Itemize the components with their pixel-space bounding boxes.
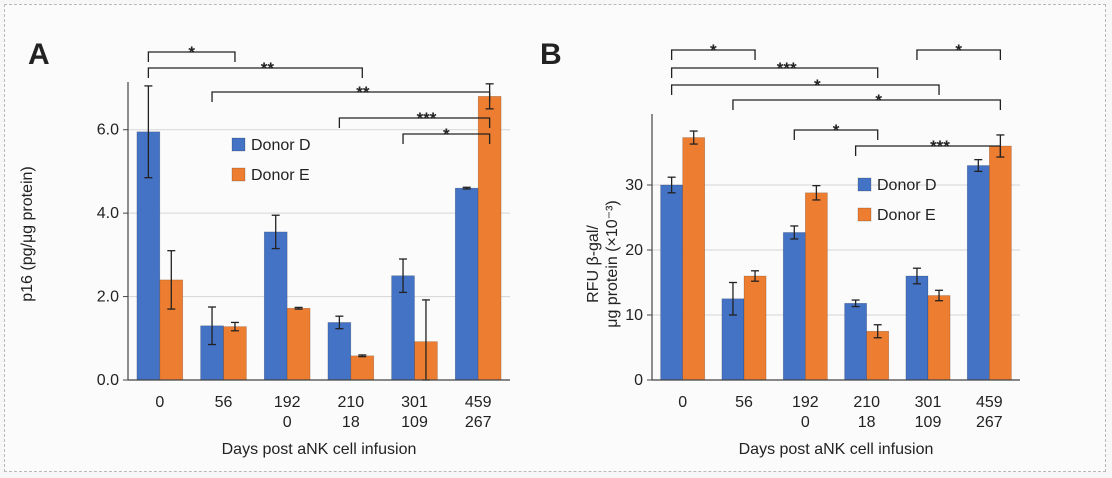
bar-donor-e — [743, 275, 767, 381]
y-axis-title: μg protein (×10⁻³) — [604, 200, 621, 328]
x-tick-label: 109 — [401, 414, 428, 431]
significance-bracket — [338, 117, 491, 128]
significance-stars: * — [814, 76, 821, 95]
significance-bracket — [211, 91, 491, 102]
legend-label: Donor E — [877, 207, 936, 224]
significance-bracket — [670, 84, 940, 95]
x-tick-label: 192 — [792, 394, 819, 411]
legend-label: Donor D — [251, 137, 311, 154]
x-tick-label: 192 — [274, 394, 301, 411]
y-tick-label: 0 — [634, 372, 643, 389]
legend-label: Donor E — [251, 167, 310, 184]
x-tick-label: 0 — [283, 414, 292, 431]
legend-swatch — [857, 207, 872, 222]
bar-donor-d — [782, 232, 806, 381]
x-tick-label: 0 — [801, 414, 810, 431]
significance-stars: * — [188, 43, 195, 62]
chart-panel-b: B 0 10 20 30 0 56 192 0 210 18 301 109 459 267 Days pos… — [540, 38, 1020, 458]
bar-donor-e — [805, 192, 828, 381]
y-tick-label: 0.0 — [97, 372, 119, 389]
x-tick-label: 56 — [215, 394, 233, 411]
x-tick-label: 459 — [465, 394, 492, 411]
significance-stars: *** — [930, 137, 950, 156]
significance-stars: ** — [356, 83, 370, 102]
bar-donor-d — [844, 302, 867, 381]
legend-swatch — [231, 137, 246, 152]
x-tick-label: 459 — [976, 394, 1003, 411]
x-tick-label: 210 — [853, 394, 880, 411]
x-tick-label: 267 — [976, 414, 1003, 431]
significance-bracket — [916, 49, 1002, 60]
significance-stars: * — [833, 121, 840, 140]
y-axis-title: p16 (pg/μg protein) — [19, 166, 36, 302]
significance-bracket — [732, 99, 1002, 110]
bar-donor-d — [966, 165, 990, 381]
y-tick-label: 10 — [625, 307, 643, 324]
figure-frame — [4, 4, 1106, 472]
x-tick-label: 0 — [678, 394, 687, 411]
bar-donor-e — [350, 355, 375, 381]
x-tick-label: 267 — [465, 414, 492, 431]
bar-donor-d — [660, 184, 683, 381]
bar-donor-e — [989, 145, 1012, 381]
x-tick-label: 18 — [858, 414, 876, 431]
panel-letter: B — [540, 38, 562, 71]
y-tick-label: 6.0 — [97, 122, 119, 139]
significance-stars: *** — [417, 109, 437, 128]
significance-bracket — [854, 145, 1002, 156]
legend-swatch — [231, 167, 246, 182]
bar-donor-d — [454, 187, 479, 381]
significance-bracket — [670, 67, 879, 78]
y-tick-label: 20 — [625, 242, 643, 259]
x-tick-label: 56 — [735, 394, 753, 411]
x-tick-label: 18 — [342, 414, 360, 431]
bar-donor-e — [223, 326, 247, 381]
significance-stars: * — [875, 91, 882, 110]
significance-stars: ** — [261, 59, 275, 78]
significance-bracket — [147, 67, 363, 78]
bar-donor-e — [866, 330, 890, 381]
legend-swatch — [857, 177, 872, 192]
x-tick-label: 109 — [915, 414, 942, 431]
significance-stars: *** — [777, 59, 797, 78]
bar-donor-d — [327, 322, 352, 381]
x-axis-title: Days post aNK cell infusion — [739, 441, 934, 458]
bar-donor-d — [905, 275, 929, 381]
x-axis-title: Days post aNK cell infusion — [222, 441, 417, 458]
y-tick-label: 30 — [625, 177, 643, 194]
y-tick-label: 4.0 — [97, 205, 119, 222]
significance-stars: * — [710, 41, 717, 60]
y-axis-title: RFU β-gal/ — [585, 225, 602, 303]
chart-panel-a: A 0.0 2.0 4.0 6.0 0 56 192 0 210 18 301 109 459 267 Day… — [19, 38, 510, 458]
significance-stars: * — [955, 41, 962, 60]
bar-donor-e — [927, 295, 951, 381]
x-tick-label: 301 — [915, 394, 942, 411]
bar-donor-d — [263, 231, 288, 381]
significance-bracket — [670, 49, 756, 60]
x-tick-label: 301 — [401, 394, 428, 411]
panel-letter: A — [28, 38, 50, 71]
bar-donor-e — [682, 137, 706, 381]
bar-donor-e — [286, 307, 311, 381]
significance-bracket — [402, 133, 491, 144]
significance-bracket — [147, 51, 236, 62]
x-tick-label: 0 — [155, 394, 164, 411]
x-tick-label: 210 — [337, 394, 364, 411]
significance-stars: * — [443, 125, 450, 144]
significance-bracket — [793, 129, 879, 140]
y-tick-label: 2.0 — [97, 289, 119, 306]
legend-label: Donor D — [877, 177, 937, 194]
